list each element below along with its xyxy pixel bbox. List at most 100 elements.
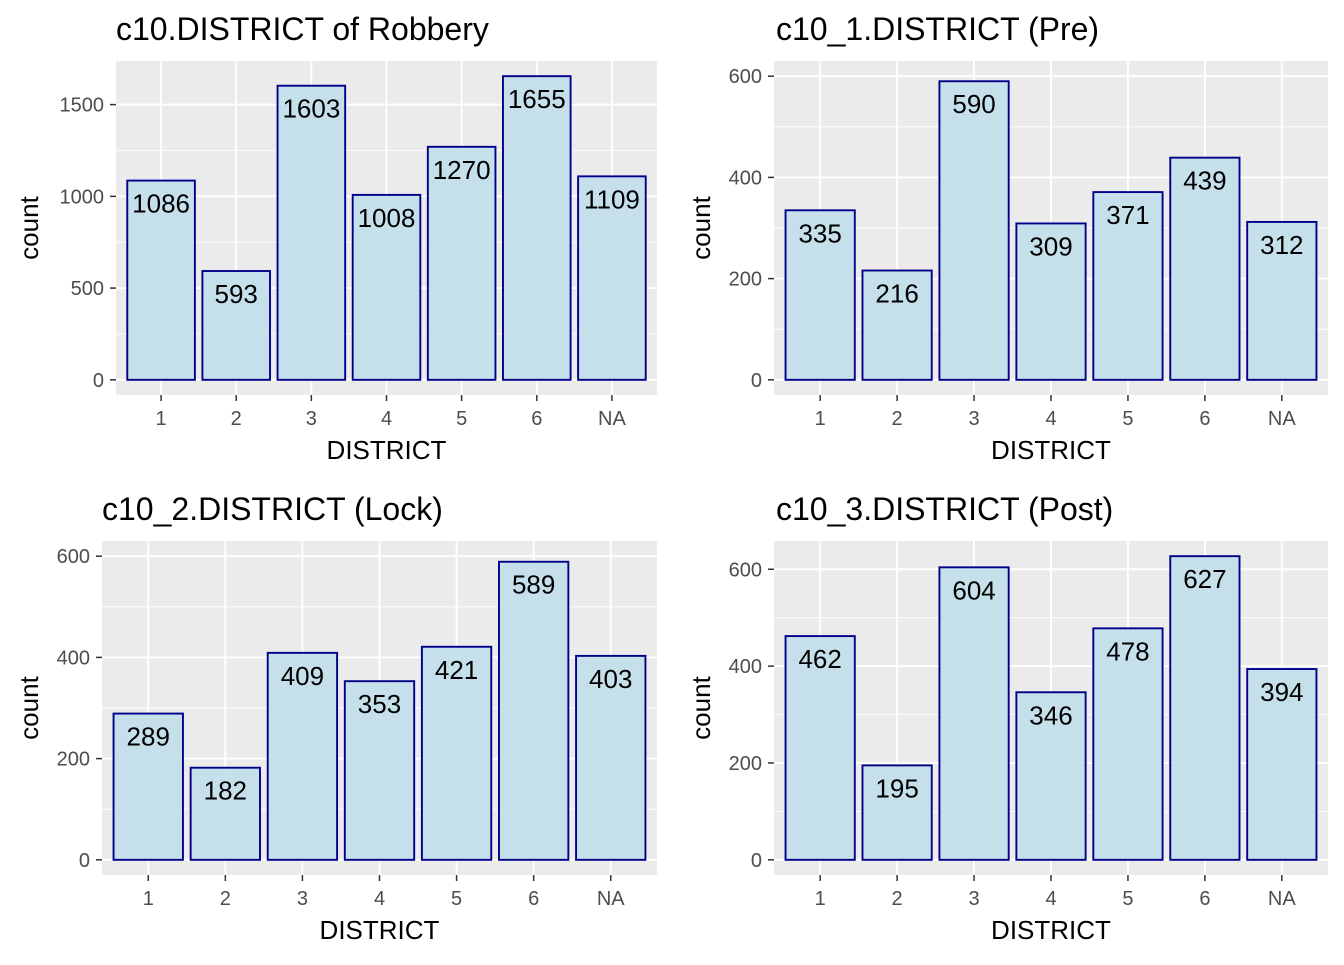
bar-6 [502, 75, 572, 381]
data-label: 371 [1106, 200, 1149, 230]
chart-panel-2: 335 216 590 309 371 439 312 0 200 400 600 1 2 3 4 5 6 NA D… [686, 11, 1328, 465]
data-label: 590 [952, 89, 995, 119]
data-label: 394 [1260, 677, 1303, 707]
x-tick-label: NA [598, 408, 626, 430]
bar-5 [1092, 627, 1164, 861]
data-label: 462 [798, 644, 841, 674]
x-tick-label: 5 [1122, 408, 1133, 430]
data-label: 1655 [508, 84, 566, 114]
x-tick-label: NA [1268, 408, 1296, 430]
x-tick-label: 1 [815, 888, 826, 910]
data-label: 346 [1029, 700, 1072, 730]
data-label: 1603 [282, 94, 340, 124]
bar-1 [784, 635, 856, 861]
y-tick-label: 600 [729, 559, 762, 581]
y-tick-label: 200 [57, 749, 90, 771]
x-tick-label: 4 [1045, 888, 1056, 910]
y-tick-label: 0 [79, 850, 90, 872]
y-axis-label: count [14, 195, 44, 259]
bar-na [577, 175, 647, 381]
bar-2 [189, 766, 261, 861]
bar-3 [276, 84, 347, 381]
x-tick-label: NA [597, 888, 625, 910]
y-tick-label: 400 [729, 656, 762, 678]
bar-na [1246, 668, 1318, 861]
bar-6 [1169, 156, 1241, 381]
x-axis-label: DISTRICT [327, 435, 447, 465]
bar-3 [266, 651, 339, 861]
chart-panel-1: 1086 593 1603 1008 1270 1655 1109 0 500 1000 1500 1… [14, 11, 657, 465]
bar-2 [201, 270, 271, 381]
data-label: 421 [435, 655, 478, 685]
x-tick-label: 3 [968, 888, 979, 910]
x-tick-label: NA [1268, 888, 1296, 910]
data-label: 353 [358, 689, 401, 719]
bar-5 [1092, 191, 1164, 381]
data-label: 589 [512, 570, 555, 600]
x-tick-label: 5 [456, 408, 467, 430]
data-label: 216 [875, 279, 918, 309]
x-tick-label: 6 [528, 888, 539, 910]
x-tick-label: 2 [892, 888, 903, 910]
data-label: 312 [1260, 230, 1303, 260]
bar-na [1246, 220, 1318, 381]
y-axis-label: count [14, 675, 44, 739]
bar-4 [343, 680, 416, 861]
chart-panel-4: 462 195 604 346 478 627 394 0 200 400 600 1 2 3 4 5 6 NA D… [686, 491, 1328, 945]
y-tick-label: 200 [729, 269, 762, 291]
y-axis-label: count [686, 195, 716, 259]
data-label: 182 [204, 776, 247, 806]
data-label: 335 [798, 218, 841, 248]
x-tick-label: 4 [1045, 408, 1056, 430]
bar-na [575, 654, 647, 861]
bar-1 [112, 712, 184, 861]
data-label: 409 [281, 661, 324, 691]
x-axis-label: DISTRICT [991, 435, 1111, 465]
y-tick-label: 500 [71, 278, 104, 300]
x-tick-label: 4 [381, 408, 392, 430]
x-tick-label: 5 [1122, 888, 1133, 910]
chart-panel-3: 289 182 409 353 421 589 403 0 200 400 600 1 2 3 4 5 6 NA D… [14, 491, 657, 945]
y-tick-label: 600 [729, 66, 762, 88]
bar-2 [861, 269, 933, 381]
x-tick-label: 2 [231, 408, 242, 430]
y-tick-label: 200 [729, 753, 762, 775]
bar-4 [1015, 691, 1087, 861]
data-label: 1109 [584, 184, 640, 214]
bar-1 [126, 179, 196, 381]
y-tick-label: 600 [57, 546, 90, 568]
data-label: 1270 [433, 155, 491, 185]
x-tick-label: 1 [815, 408, 826, 430]
x-tick-label: 6 [1199, 408, 1210, 430]
data-label: 1086 [132, 189, 190, 219]
bar-3 [938, 566, 1010, 861]
x-tick-label: 3 [297, 888, 308, 910]
bar-2 [861, 764, 933, 861]
chart-title: c10_3.DISTRICT (Post) [776, 491, 1113, 527]
x-axis-label: DISTRICT [320, 915, 440, 945]
data-label: 439 [1183, 166, 1226, 196]
bar-6 [498, 560, 570, 861]
bar-4 [1015, 222, 1087, 381]
bar-6 [1169, 555, 1241, 861]
data-label: 403 [589, 664, 632, 694]
data-label: 478 [1106, 636, 1149, 666]
x-tick-label: 4 [374, 888, 385, 910]
x-tick-label: 6 [531, 408, 542, 430]
chart-title: c10_2.DISTRICT (Lock) [102, 491, 443, 527]
bar-5 [426, 145, 497, 381]
y-tick-label: 0 [93, 370, 104, 392]
bar-1 [784, 209, 856, 381]
chart-title: c10.DISTRICT of Robbery [116, 11, 489, 47]
x-tick-label: 2 [892, 408, 903, 430]
y-tick-label: 1000 [60, 186, 105, 208]
x-tick-label: 1 [156, 408, 167, 430]
y-axis-label: count [686, 675, 716, 739]
data-label: 309 [1029, 231, 1072, 261]
bar-5 [420, 645, 493, 861]
y-tick-label: 1500 [60, 95, 105, 117]
y-tick-label: 400 [57, 647, 90, 669]
bar-3 [938, 80, 1010, 381]
